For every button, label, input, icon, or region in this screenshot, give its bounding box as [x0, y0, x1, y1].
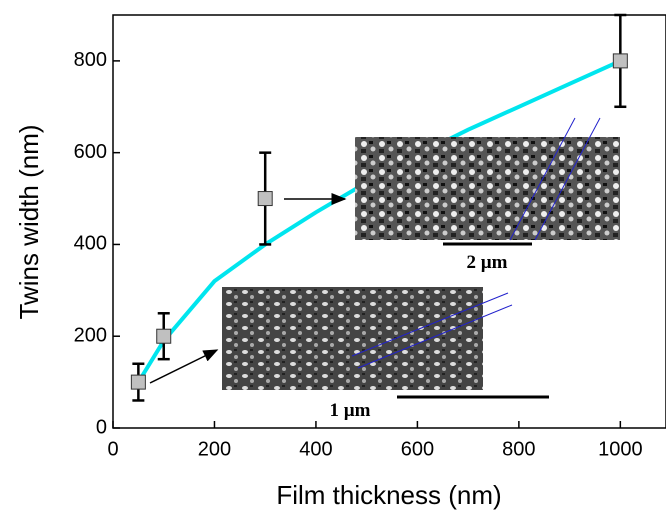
- x-tick-label: 0: [107, 438, 118, 460]
- x-tick-label: 400: [299, 438, 332, 460]
- y-tick-label: 800: [74, 49, 107, 71]
- plot-frame: [112, 14, 666, 429]
- y-axis-title: Twins width (nm): [14, 124, 44, 319]
- data-point: [612, 53, 628, 69]
- y-tick-label: 400: [74, 233, 107, 255]
- y-tick-label: 600: [74, 141, 107, 163]
- insets: 2 µm 1 µm: [149, 117, 620, 421]
- inset-image: [355, 137, 620, 240]
- x-tick-label: 800: [502, 438, 535, 460]
- arrow: [149, 349, 219, 384]
- y-tick-label: 200: [74, 325, 107, 347]
- scale-label: 2 µm: [466, 252, 507, 273]
- x-tick-label: 200: [198, 438, 231, 460]
- x-tick-label: 1000: [598, 438, 643, 460]
- inset-image: [222, 287, 483, 390]
- y-tick-label: 0: [96, 416, 107, 438]
- twin-line: [509, 117, 576, 241]
- twin-line: [357, 304, 513, 369]
- x-axis-title: Film thickness (nm): [276, 480, 501, 510]
- data-point: [130, 374, 146, 390]
- twin-line: [534, 117, 601, 241]
- twin-line: [351, 292, 509, 357]
- x-tick-label: 600: [401, 438, 434, 460]
- data-point: [156, 328, 172, 344]
- data-point: [257, 191, 273, 207]
- scale-label: 1 µm: [329, 400, 370, 421]
